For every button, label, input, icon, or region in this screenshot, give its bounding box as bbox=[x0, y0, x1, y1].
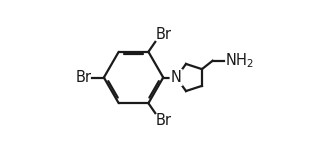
Text: Br: Br bbox=[156, 27, 172, 42]
Text: Br: Br bbox=[76, 70, 92, 85]
Text: NH$_2$: NH$_2$ bbox=[225, 51, 254, 70]
Text: Br: Br bbox=[156, 113, 172, 128]
Text: N: N bbox=[171, 70, 182, 85]
